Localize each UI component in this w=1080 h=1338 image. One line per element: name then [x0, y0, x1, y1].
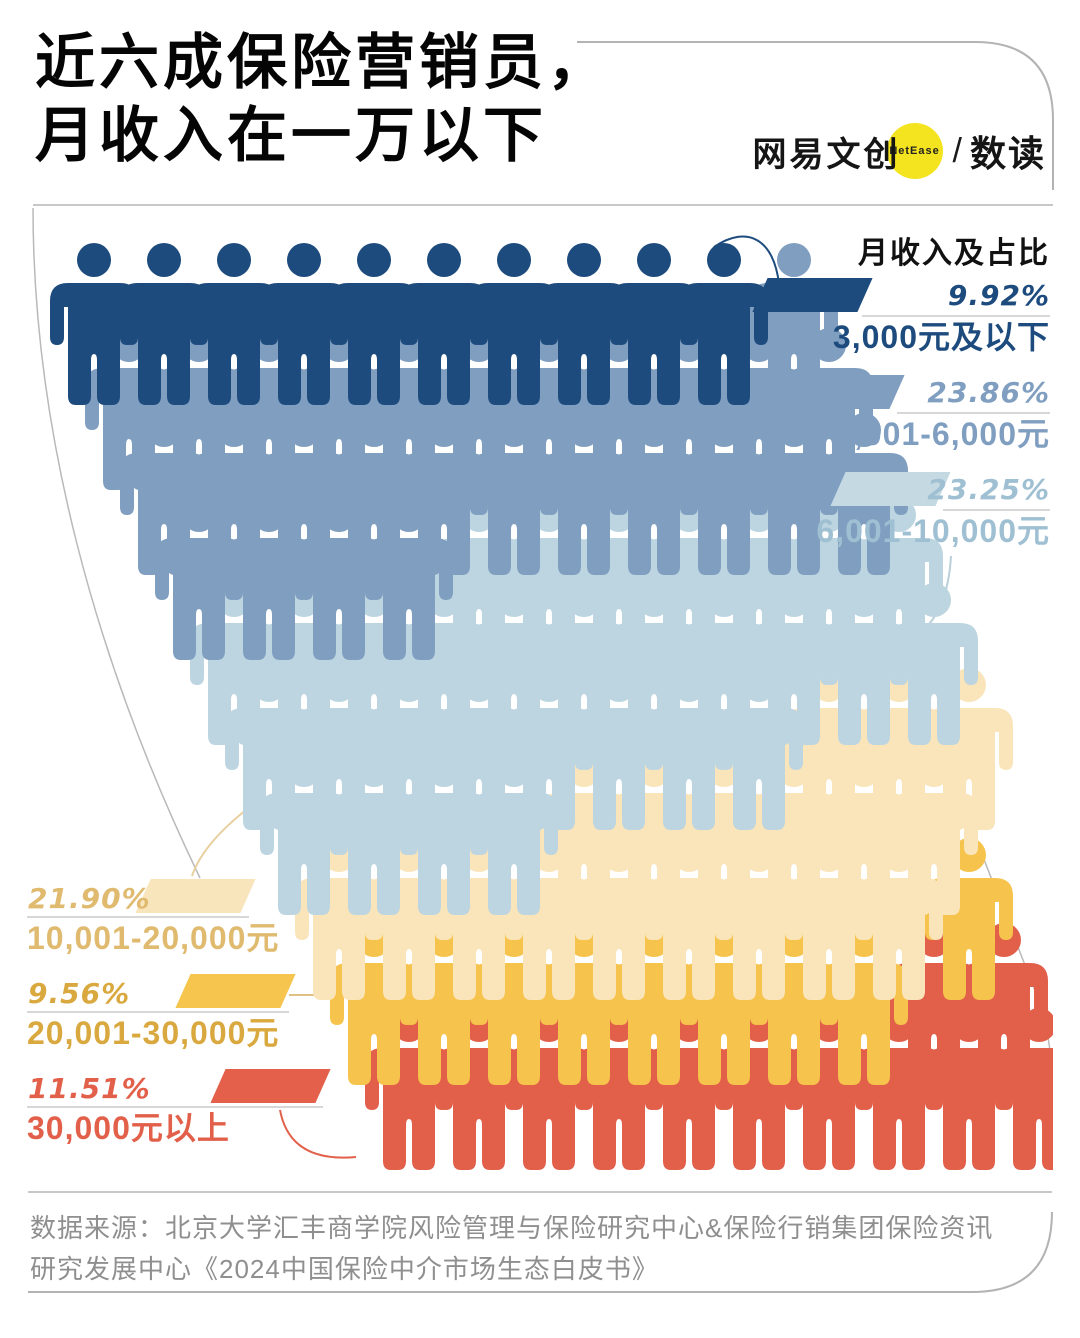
legend-title: 月收入及占比	[858, 237, 1050, 270]
page-title: 近六成保险营销员， 月收入在一万以下	[35, 26, 611, 172]
legend-rule	[27, 1011, 289, 1013]
legend-rule	[943, 509, 1050, 511]
legend-rule	[862, 315, 1050, 317]
legend-percent: 9.56%	[28, 977, 131, 1010]
person-icon	[50, 243, 138, 405]
legend-swatch	[175, 974, 296, 1008]
legend-percent: 23.86%	[927, 376, 1050, 409]
legend-swatch	[210, 1069, 331, 1103]
title-line-1: 近六成保险营销员，	[35, 29, 611, 96]
source-line-2: 研究发展中心《2024中国保险中介市场生态白皮书》	[30, 1254, 659, 1284]
legend-range-label: 3,000元及以下	[832, 319, 1050, 355]
legend-percent: 21.90%	[28, 882, 151, 915]
legend-rule	[27, 916, 249, 918]
legend-rule	[897, 412, 1050, 414]
legend-range-label: 30,000元以上	[27, 1110, 230, 1146]
legend-percent: 11.51%	[28, 1072, 151, 1105]
legend-rule	[27, 1106, 323, 1108]
legend-swatch	[752, 278, 873, 312]
legend-swatch	[135, 879, 256, 913]
data-source: 数据来源：北京大学汇丰商学院风险管理与保险研究中心&保险行销集团保险资讯 研究发…	[30, 1208, 1030, 1290]
legend-swatch	[784, 375, 905, 409]
source-line-1: 数据来源：北京大学汇丰商学院风险管理与保险研究中心&保险行销集团保险资讯	[30, 1213, 994, 1243]
title-line-2: 月收入在一万以下	[35, 102, 547, 169]
legend-range-label: 20,001-30,000元	[27, 1015, 280, 1051]
legend-range-label: 6,001-10,000元	[816, 513, 1050, 549]
legend-range-label: 3,001-6,000元	[835, 416, 1050, 452]
crowd-row-1	[50, 243, 838, 405]
legend-range-label: 10,001-20,000元	[27, 920, 280, 956]
legend-percent: 9.92%	[947, 279, 1050, 312]
crowd-pictogram	[50, 243, 1053, 1170]
legend-percent: 23.25%	[927, 473, 1050, 506]
